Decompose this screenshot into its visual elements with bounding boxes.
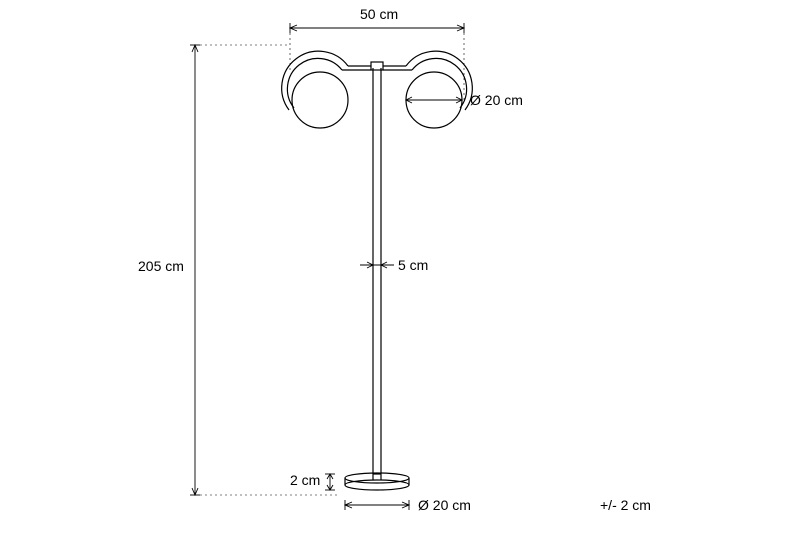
globe-diameter-label: Ø 20 cm (470, 92, 523, 108)
pole-width-label: 5 cm (398, 257, 428, 273)
base-height-label: 2 cm (290, 472, 320, 488)
height-label: 205 cm (138, 258, 184, 274)
tolerance-label: +/- 2 cm (600, 497, 651, 513)
base-diameter-label: Ø 20 cm (418, 497, 471, 513)
diagram-canvas: 205 cm 50 cm Ø 20 cm 5 cm Ø 20 cm 2 cm +… (0, 0, 800, 533)
width-label: 50 cm (360, 6, 398, 22)
